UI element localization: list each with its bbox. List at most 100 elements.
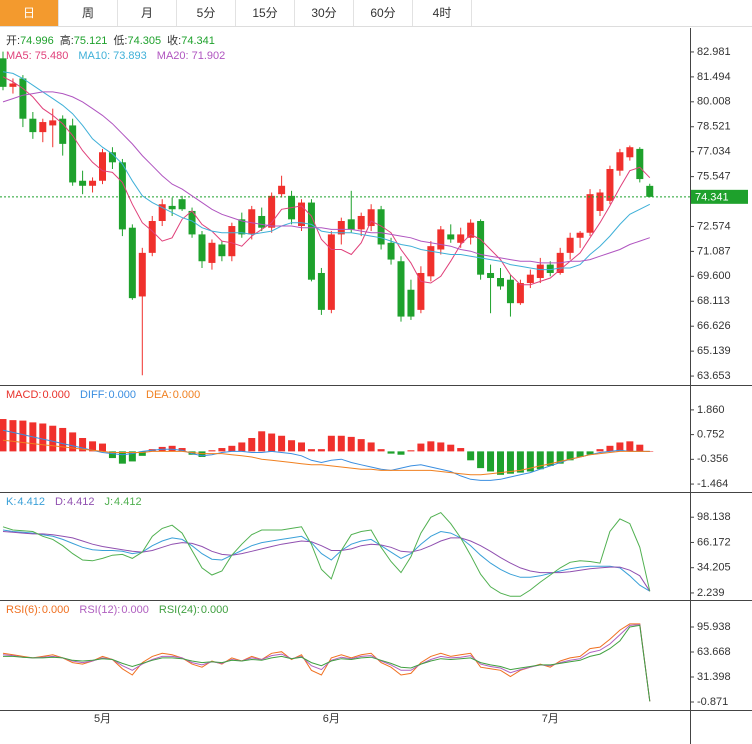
- candle-body: [576, 232, 584, 238]
- period-tab[interactable]: 30分: [295, 0, 354, 26]
- ohlc-value: 74.996: [20, 35, 54, 47]
- histogram-bar: [208, 450, 216, 452]
- histogram-bar: [566, 451, 574, 461]
- series-line: [2, 71, 651, 271]
- histogram-bar: [327, 435, 335, 452]
- candle-body: [526, 274, 534, 284]
- histogram-bar: [238, 442, 246, 452]
- legend-name: MA5:: [6, 50, 32, 62]
- legend: K:4.412 D:4.412 J:4.412: [6, 496, 142, 508]
- histogram-bar: [377, 449, 385, 452]
- candle-body: [337, 220, 345, 235]
- histogram-bar: [546, 451, 554, 466]
- series-line: [2, 531, 651, 592]
- candle-body: [178, 199, 186, 210]
- candle-body: [616, 152, 624, 171]
- candle-body: [546, 264, 554, 273]
- period-tab[interactable]: 月: [118, 0, 177, 26]
- histogram-bar: [536, 451, 544, 470]
- histogram-bar: [437, 442, 445, 452]
- y-tick-label: -1.464: [697, 478, 728, 490]
- ohlc-label: 开:: [6, 35, 20, 47]
- y-tick-label: 0.752: [697, 429, 725, 441]
- legend-value: 0.000: [121, 604, 149, 616]
- y-tick-label: 65.139: [697, 345, 731, 357]
- histogram-bar: [89, 441, 97, 452]
- y-tick-label: 80.008: [697, 96, 731, 108]
- histogram-bar: [39, 423, 47, 452]
- y-tick-label: 63.653: [697, 370, 731, 382]
- x-tick-label: 7月: [542, 713, 559, 725]
- period-tab[interactable]: 5分: [177, 0, 236, 26]
- candle-body: [387, 242, 395, 260]
- histogram-bar: [19, 420, 27, 452]
- histogram-bar: [497, 451, 504, 475]
- y-tick-label: 66.626: [697, 320, 731, 332]
- candle-body: [407, 289, 415, 317]
- histogram-bar: [526, 451, 534, 472]
- legend-value: 73.893: [113, 50, 147, 62]
- y-tick-label: 95.938: [697, 621, 731, 633]
- histogram-bar: [49, 425, 57, 452]
- legend-name: DEA:: [146, 389, 172, 401]
- y-tick-label: -0.871: [697, 696, 728, 708]
- y-tick-label: 34.205: [697, 562, 731, 574]
- candle-body: [317, 272, 325, 310]
- candle-body: [437, 229, 445, 250]
- histogram-bar: [596, 449, 604, 452]
- period-tab[interactable]: 日: [0, 0, 59, 26]
- histogram-bar: [69, 432, 77, 452]
- candle-body: [138, 252, 146, 297]
- histogram-bar: [0, 419, 7, 452]
- histogram-bar: [128, 451, 136, 462]
- y-tick-label: 72.574: [697, 220, 731, 232]
- candle-body: [427, 246, 435, 277]
- candle-body: [9, 83, 17, 87]
- candle-body: [19, 78, 27, 119]
- legend: MA5: 75.480 MA10: 73.893 MA20: 71.902: [6, 50, 225, 62]
- y-tick-label: -0.356: [697, 453, 728, 465]
- histogram-bar: [516, 451, 524, 473]
- ohlc-label: 收:: [167, 33, 181, 47]
- histogram-bar: [417, 443, 425, 452]
- histogram-bar: [636, 444, 644, 452]
- candle-body: [168, 205, 176, 210]
- x-tick-label: 5月: [94, 713, 111, 725]
- candle-body: [417, 272, 425, 310]
- legend-name: RSI(6):: [6, 604, 41, 616]
- series-line: [2, 623, 651, 702]
- histogram-bar: [586, 451, 594, 455]
- legend-value: 0.000: [42, 389, 70, 401]
- candle-body: [497, 278, 504, 287]
- y-tick-label: 1.860: [697, 404, 725, 416]
- candle-body: [108, 152, 116, 163]
- histogram-bar: [298, 442, 305, 452]
- histogram-bar: [506, 451, 514, 474]
- candle-body: [0, 58, 7, 87]
- period-tab[interactable]: 周: [59, 0, 118, 26]
- histogram-bar: [59, 427, 67, 452]
- ohlc-value: 74.341: [181, 35, 215, 47]
- candle-body: [566, 237, 574, 253]
- ohlc-value: 75.121: [74, 35, 108, 47]
- candle-body: [477, 220, 485, 275]
- legend: RSI(6):0.000 RSI(12):0.000 RSI(24):0.000: [6, 604, 228, 616]
- histogram-bar: [188, 451, 196, 455]
- legend-name: DIFF:: [80, 389, 108, 401]
- histogram-bar: [337, 435, 345, 452]
- period-tab[interactable]: 60分: [354, 0, 413, 26]
- histogram-bar: [576, 451, 584, 457]
- legend-name: D:: [55, 496, 66, 508]
- histogram-bar: [228, 445, 236, 452]
- y-tick-label: 78.521: [697, 121, 731, 133]
- series-line: [2, 529, 651, 592]
- y-tick-label: 63.668: [697, 646, 731, 658]
- candle-body: [487, 272, 495, 279]
- candle-body: [278, 185, 286, 195]
- candle-body: [148, 220, 156, 253]
- period-tab[interactable]: 15分: [236, 0, 295, 26]
- period-tab[interactable]: 4时: [413, 0, 472, 26]
- candle-body: [457, 234, 465, 243]
